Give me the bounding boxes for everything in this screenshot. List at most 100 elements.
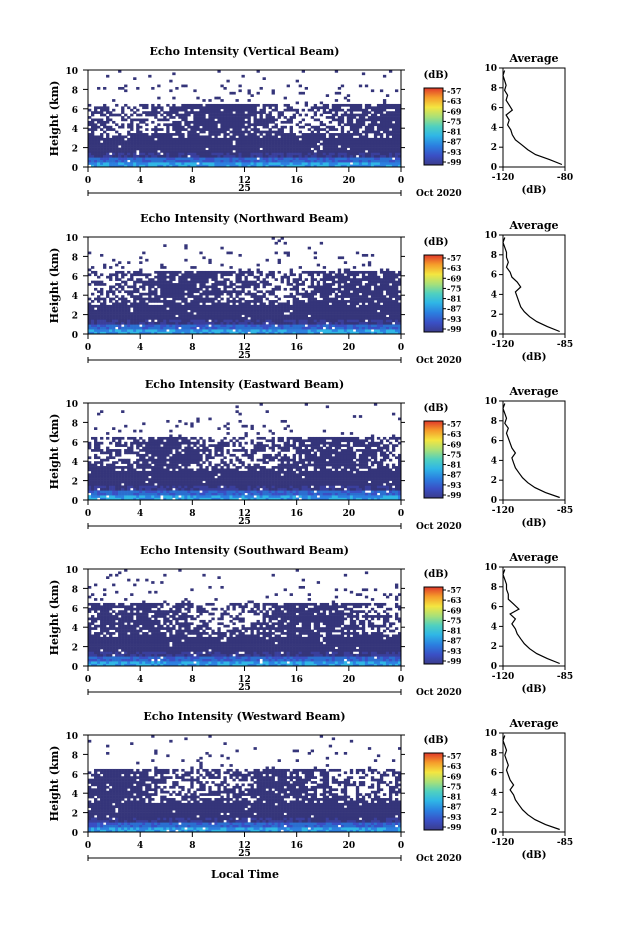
- heatmap-cell: [361, 157, 366, 161]
- heatmap-cell: [94, 145, 98, 148]
- heatmap-cell: [190, 152, 194, 156]
- heatmap-cell: [130, 292, 134, 296]
- heatmap-cell: [295, 331, 299, 335]
- heatmap-cell: [307, 162, 312, 165]
- heatmap-cell: [91, 145, 95, 148]
- profile-y-tick-label: 0: [491, 163, 497, 173]
- heatmap-cell: [127, 314, 131, 318]
- heatmap-cell: [331, 307, 336, 311]
- heatmap-cell: [94, 436, 98, 440]
- heatmap-cell: [331, 287, 336, 291]
- heatmap-cell: [310, 130, 315, 134]
- profile-x-tick-label: -120: [492, 340, 515, 350]
- heatmap-cell: [355, 290, 360, 294]
- heatmap-cell: [301, 133, 305, 136]
- heatmap-cell: [364, 162, 369, 165]
- heatmap-cell: [313, 331, 318, 335]
- heatmap-cell: [220, 103, 224, 107]
- heatmap-cell: [226, 251, 230, 255]
- heatmap-cell: [364, 108, 369, 112]
- heatmap-cell: [301, 331, 305, 335]
- heatmap-cell: [226, 329, 230, 332]
- heatmap-cell: [283, 162, 287, 165]
- heatmap-cell: [106, 468, 110, 472]
- heatmap-cell: [196, 159, 200, 163]
- y-tick-label: 2: [72, 145, 78, 155]
- heatmap-cell: [220, 275, 224, 279]
- heatmap-cell: [232, 164, 236, 168]
- heatmap-cell: [397, 283, 402, 286]
- heatmap-cell: [226, 79, 230, 83]
- heatmap-cell: [391, 130, 396, 134]
- heatmap-cell: [181, 164, 185, 168]
- heatmap-cell: [154, 307, 158, 311]
- heatmap-cell: [121, 157, 125, 161]
- heatmap-cell: [112, 113, 116, 117]
- heatmap-cell: [247, 108, 251, 112]
- heatmap-cell: [103, 300, 107, 303]
- heatmap-cell: [295, 321, 299, 325]
- heatmap-cell: [343, 314, 348, 318]
- heatmap-cell: [208, 164, 212, 168]
- heatmap-cell: [340, 157, 345, 161]
- heatmap-cell: [184, 118, 188, 122]
- heatmap-cell: [382, 275, 387, 279]
- profile-line: [502, 70, 563, 166]
- heatmap-cell: [151, 154, 155, 158]
- heatmap-cell: [349, 302, 354, 306]
- heatmap-cell: [187, 140, 191, 144]
- heatmap-cell: [394, 307, 399, 311]
- heatmap-cell: [271, 321, 275, 325]
- heatmap-cell: [97, 326, 101, 330]
- heatmap-cell: [385, 285, 390, 289]
- heatmap-cell: [394, 314, 399, 318]
- heatmap-cell: [373, 295, 378, 298]
- heatmap-cell: [130, 295, 134, 298]
- heatmap-cell: [223, 307, 227, 311]
- heatmap-cell: [268, 147, 272, 151]
- heatmap-cell: [271, 275, 275, 279]
- heatmap-cell: [391, 118, 396, 122]
- heatmap-cell: [154, 331, 158, 335]
- heatmap-cell: [160, 287, 164, 291]
- heatmap-cell: [166, 300, 170, 303]
- colorbar-tick-label: -57: [447, 86, 461, 96]
- heatmap-cell: [238, 111, 242, 114]
- heatmap-cell: [193, 130, 197, 134]
- heatmap-cell: [259, 133, 263, 136]
- heatmap-cell: [121, 147, 125, 151]
- heatmap-cell: [103, 483, 107, 486]
- heatmap-cell: [289, 130, 293, 134]
- heatmap-cell: [340, 285, 345, 289]
- heatmap-cell: [229, 118, 233, 122]
- heatmap-cell: [382, 304, 387, 308]
- heatmap-cell: [190, 273, 194, 277]
- heatmap-cell: [286, 307, 290, 311]
- heatmap-cell: [274, 142, 278, 146]
- heatmap-cell: [247, 329, 251, 332]
- heatmap-cell: [268, 331, 272, 335]
- heatmap-cell: [247, 120, 251, 124]
- heatmap-cell: [328, 300, 333, 303]
- heatmap-cell: [124, 485, 128, 489]
- heatmap-cell: [289, 150, 293, 153]
- heatmap-cell: [364, 304, 369, 308]
- heatmap-cell: [385, 116, 390, 119]
- heatmap-cell: [397, 321, 402, 325]
- heatmap-cell: [199, 304, 203, 308]
- heatmap-cell: [115, 312, 119, 315]
- heatmap-cell: [145, 304, 149, 308]
- heatmap-cell: [373, 275, 378, 279]
- heatmap-cell: [241, 152, 245, 156]
- heatmap-cell: [316, 152, 321, 156]
- heatmap-cell: [208, 99, 212, 102]
- heatmap-cell: [268, 137, 272, 141]
- heatmap-cell: [340, 300, 345, 303]
- heatmap-cell: [352, 331, 357, 335]
- heatmap-cell: [214, 135, 218, 139]
- heatmap-cell: [352, 142, 357, 146]
- heatmap-cell: [334, 154, 339, 158]
- heatmap-cell: [121, 135, 125, 139]
- heatmap-cell: [187, 302, 191, 306]
- heatmap-cell: [118, 297, 122, 301]
